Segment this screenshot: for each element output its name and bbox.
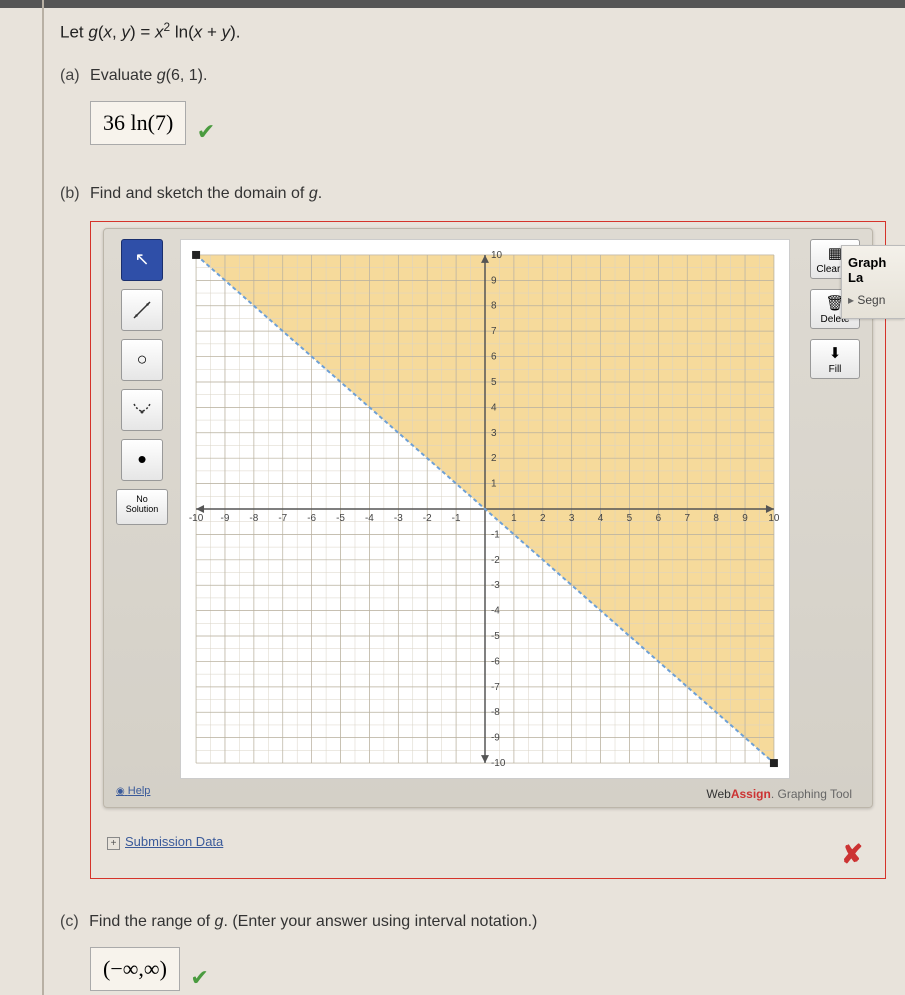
check-icon: ✔ <box>190 965 208 990</box>
part-b-text: Find and sketch the domain of g. <box>90 185 322 202</box>
svg-text:9: 9 <box>491 275 497 286</box>
no-solution-button[interactable]: NoSolution <box>116 489 168 525</box>
svg-text:-2: -2 <box>491 554 500 565</box>
svg-text:8: 8 <box>713 513 719 524</box>
part-b-label: (b) <box>60 185 80 203</box>
svg-text:4: 4 <box>598 513 604 524</box>
svg-text:6: 6 <box>491 351 497 362</box>
svg-text:-1: -1 <box>452 513 461 524</box>
svg-text:6: 6 <box>656 513 662 524</box>
svg-text:-9: -9 <box>491 732 500 743</box>
graphing-tool-panel: ↖ ○ • NoSolution ◉ Help ▦Clear All 🗑Dele… <box>103 228 873 808</box>
svg-text:-7: -7 <box>491 681 500 692</box>
svg-text:3: 3 <box>569 513 575 524</box>
svg-text:1: 1 <box>511 513 517 524</box>
help-link[interactable]: ◉ Help <box>116 785 150 797</box>
svg-text:3: 3 <box>491 427 497 438</box>
svg-text:8: 8 <box>491 300 497 311</box>
question-stem: Let g(x, y) = x2 ln(x + y). <box>60 20 905 43</box>
check-icon: ✔ <box>197 119 215 144</box>
svg-text:7: 7 <box>684 513 690 524</box>
region-tool[interactable] <box>121 389 163 431</box>
circle-tool[interactable]: ○ <box>121 339 163 381</box>
graph-frame: ↖ ○ • NoSolution ◉ Help ▦Clear All 🗑Dele… <box>90 221 886 879</box>
svg-text:-4: -4 <box>365 513 374 524</box>
part-c-answer[interactable]: (−∞,∞) <box>90 947 180 991</box>
svg-text:-9: -9 <box>221 513 230 524</box>
svg-text:-10: -10 <box>189 513 204 524</box>
svg-text:10: 10 <box>768 513 780 524</box>
webassign-credit: WebAssign. Graphing Tool <box>706 787 852 801</box>
svg-text:-8: -8 <box>491 707 500 718</box>
part-c-text: Find the range of g. (Enter your answer … <box>89 913 537 930</box>
svg-text:-10: -10 <box>491 758 506 769</box>
svg-text:-1: -1 <box>491 529 500 540</box>
svg-text:-4: -4 <box>491 605 500 616</box>
svg-text:4: 4 <box>491 402 497 413</box>
ext-row1: Graph La <box>846 252 901 288</box>
svg-text:-6: -6 <box>491 656 500 667</box>
part-c-label: (c) <box>60 913 79 931</box>
svg-text:-2: -2 <box>423 513 432 524</box>
svg-text:-6: -6 <box>307 513 316 524</box>
svg-text:-3: -3 <box>394 513 403 524</box>
ext-row2[interactable]: Segn <box>846 288 901 312</box>
part-a-text: Evaluate g(6, 1). <box>90 67 207 84</box>
svg-text:5: 5 <box>627 513 633 524</box>
fill-button[interactable]: ⬇Fill <box>810 339 860 379</box>
svg-text:1: 1 <box>491 478 497 489</box>
svg-text:2: 2 <box>540 513 546 524</box>
line-tool[interactable] <box>121 289 163 331</box>
svg-text:-5: -5 <box>336 513 345 524</box>
svg-text:2: 2 <box>491 453 497 464</box>
left-toolbar: ↖ ○ • NoSolution <box>112 239 172 525</box>
svg-text:9: 9 <box>742 513 748 524</box>
svg-text:10: 10 <box>491 250 503 261</box>
part-a-label: (a) <box>60 67 80 85</box>
graph-canvas[interactable]: -10 -9 -8 -7 -6 -5 -4 -3 -2 -1 1 2 3 4 5 6 7 8 9 10 -10 -9 -8 -… <box>180 239 790 779</box>
svg-text:-7: -7 <box>278 513 287 524</box>
svg-text:5: 5 <box>491 377 497 388</box>
svg-text:7: 7 <box>491 326 497 337</box>
point-tool[interactable]: • <box>121 439 163 481</box>
external-panel[interactable]: Graph La Segn <box>841 245 905 319</box>
pointer-tool[interactable]: ↖ <box>121 239 163 281</box>
submission-data-link[interactable]: Submission Data <box>107 834 223 850</box>
part-a-answer[interactable]: 36 ln(7) <box>90 101 186 145</box>
cross-icon: ✘ <box>841 839 863 870</box>
svg-text:-3: -3 <box>491 580 500 591</box>
svg-text:-5: -5 <box>491 631 500 642</box>
svg-text:-8: -8 <box>249 513 258 524</box>
